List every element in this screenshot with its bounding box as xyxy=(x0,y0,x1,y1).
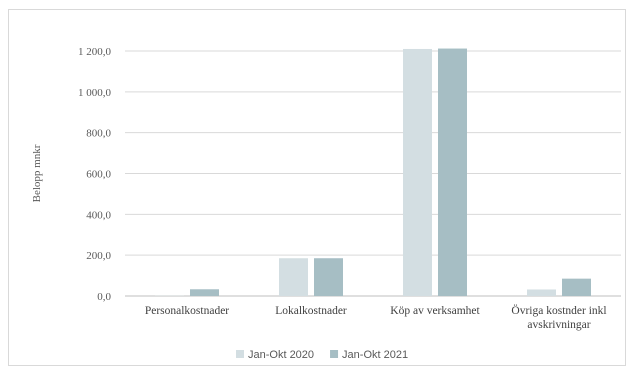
bar xyxy=(314,258,343,296)
legend-swatch xyxy=(330,350,339,358)
bar xyxy=(279,258,308,296)
bar-chart: 0,0 200,0 400,0 600,0 800,0 1 000,0 1 200,0 Bel… xyxy=(31,46,621,361)
legend-label: Jan-Okt 2020 xyxy=(248,349,314,361)
category-label: Övriga kostnder inkl xyxy=(511,303,606,317)
chart-area: 0,0 200,0 400,0 600,0 800,0 1 000,0 1 200,0 Bel… xyxy=(8,9,626,366)
legend-swatch xyxy=(236,350,244,358)
bar xyxy=(562,278,591,296)
legend-label: Jan-Okt 2021 xyxy=(342,349,408,361)
bar xyxy=(527,289,556,296)
y-axis-title: Belopp mnkr xyxy=(31,144,43,202)
category-label: Personalkostnader xyxy=(145,305,229,317)
y-tick-label: 1 000,0 xyxy=(78,87,112,99)
y-tick-label: 0,0 xyxy=(97,291,111,303)
bar xyxy=(403,48,432,297)
y-tick-label: 800,0 xyxy=(86,128,111,140)
y-tick-label: 1 200,0 xyxy=(78,46,112,58)
category-label: Köp av verksamhet xyxy=(390,305,480,317)
y-tick-label: 400,0 xyxy=(86,209,111,221)
y-tick-label: 600,0 xyxy=(86,169,111,181)
bar xyxy=(190,289,219,296)
y-tick-label: 200,0 xyxy=(86,250,111,262)
category-label: avskrivningar xyxy=(527,319,590,331)
category-label: Lokalkostnader xyxy=(275,305,347,317)
bar xyxy=(438,48,467,296)
